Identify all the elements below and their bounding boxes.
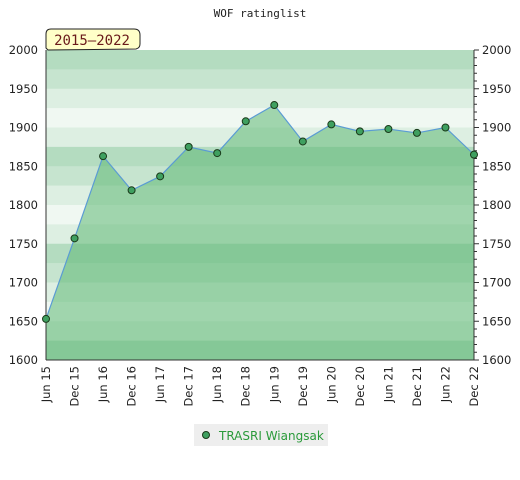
y-tick-label-right: 1600 bbox=[482, 353, 511, 367]
y-axis-right: 1600 1650 1700 1750 1800 1850 1900 1950 2000 bbox=[473, 43, 511, 367]
x-tick-label: Dec 19 bbox=[296, 366, 310, 407]
rating-point bbox=[241, 117, 250, 126]
y-tick-label-left: 1650 bbox=[9, 314, 38, 328]
period-label: 2015–2022 bbox=[54, 33, 130, 49]
y-tick-label-right: 1750 bbox=[482, 237, 511, 251]
y-tick-label-right: 1950 bbox=[482, 82, 511, 96]
y-tick-label-left: 1900 bbox=[9, 121, 38, 135]
rating-point bbox=[42, 314, 50, 323]
x-tick-label: Dec 17 bbox=[182, 366, 196, 407]
background-band bbox=[46, 88, 474, 109]
rating-point bbox=[441, 123, 450, 132]
x-tick-label: Jun 19 bbox=[267, 366, 281, 403]
rating-line bbox=[45, 104, 475, 320]
rating-point bbox=[384, 125, 393, 134]
x-tick-label: Dec 15 bbox=[68, 366, 82, 407]
x-axis: Jun 15 Dec 15 Jun 16 Dec 16 Jun 17 Dec 17 Jun … bbox=[39, 359, 481, 407]
y-tick-label-right: 1900 bbox=[482, 121, 511, 135]
x-tick-label: Dec 16 bbox=[125, 366, 139, 407]
y-tick-label-left: 2000 bbox=[9, 43, 38, 57]
x-tick-label: Jun 16 bbox=[96, 366, 110, 403]
x-tick-label: Dec 21 bbox=[410, 366, 424, 407]
x-tick-label: Jun 15 bbox=[39, 366, 53, 403]
x-tick-label: Jun 22 bbox=[438, 366, 452, 403]
chart-title: WOF ratinglist bbox=[214, 7, 307, 20]
rating-point bbox=[184, 142, 193, 151]
rating-point bbox=[156, 172, 165, 181]
rating-point bbox=[70, 234, 79, 243]
x-tick-label: Dec 22 bbox=[467, 366, 481, 407]
legend-marker-icon bbox=[202, 431, 210, 439]
rating-point bbox=[327, 120, 336, 129]
background-band bbox=[46, 50, 474, 70]
rating-area-fill bbox=[46, 105, 474, 361]
rating-point bbox=[99, 152, 108, 161]
x-tick-label: Dec 18 bbox=[239, 366, 253, 407]
rating-point bbox=[298, 137, 307, 146]
x-tick-label: Dec 20 bbox=[353, 366, 367, 407]
x-tick-label: Jun 20 bbox=[324, 366, 338, 403]
background-band bbox=[46, 69, 474, 90]
x-tick-label: Jun 18 bbox=[210, 366, 224, 403]
y-tick-label-left: 1800 bbox=[9, 198, 38, 212]
x-tick-label: Jun 17 bbox=[153, 366, 167, 403]
rating-point bbox=[213, 149, 222, 158]
rating-points bbox=[42, 101, 478, 323]
y-tick-label-left: 1750 bbox=[9, 237, 38, 251]
y-tick-label-right: 1850 bbox=[482, 159, 511, 173]
y-tick-label-left: 1700 bbox=[9, 276, 38, 290]
y-tick-label-right: 2000 bbox=[482, 43, 511, 57]
rating-point bbox=[270, 101, 279, 110]
y-tick-label-left: 1950 bbox=[9, 82, 38, 96]
rating-point bbox=[412, 128, 421, 137]
x-tick-label: Jun 21 bbox=[381, 366, 395, 403]
y-tick-label-left: 1850 bbox=[9, 159, 38, 173]
legend: TRASRI Wiangsak bbox=[194, 424, 328, 446]
y-tick-label-left: 1600 bbox=[9, 353, 38, 367]
rating-point bbox=[127, 186, 136, 195]
y-tick-label-right: 1650 bbox=[482, 314, 511, 328]
rating-point bbox=[470, 150, 478, 159]
y-tick-label-right: 1700 bbox=[482, 276, 511, 290]
period-badge: 2015–2022 bbox=[45, 28, 141, 51]
y-tick-label-right: 1800 bbox=[482, 198, 511, 212]
rating-area bbox=[45, 104, 475, 361]
legend-series-name: TRASRI Wiangsak bbox=[218, 429, 324, 443]
rating-point bbox=[355, 127, 364, 136]
y-axis-left: 1600 1650 1700 1750 1800 1850 1900 1950 2000 bbox=[9, 43, 47, 367]
